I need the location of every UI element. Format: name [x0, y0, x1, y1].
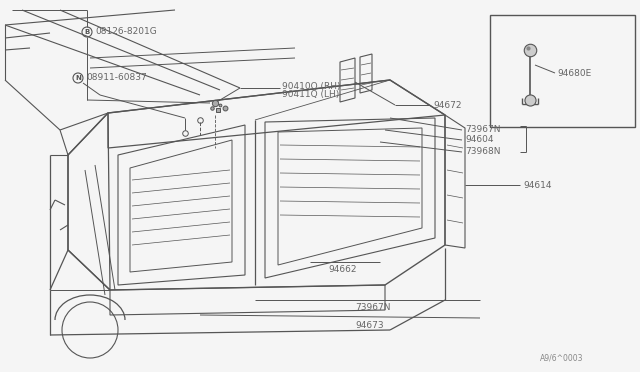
Text: 94672: 94672	[433, 100, 461, 109]
Text: 94673: 94673	[355, 321, 383, 330]
Text: B: B	[84, 29, 90, 35]
Text: 90410Q (RH): 90410Q (RH)	[282, 81, 340, 90]
Text: 73968N: 73968N	[465, 148, 500, 157]
Text: 94614: 94614	[523, 180, 552, 189]
Text: 73967N: 73967N	[465, 125, 500, 135]
Text: 08911-60837: 08911-60837	[86, 74, 147, 83]
Text: A9/6^0003: A9/6^0003	[540, 353, 584, 362]
Text: 90411Q (LH): 90411Q (LH)	[282, 90, 339, 99]
Text: 94662: 94662	[328, 266, 356, 275]
Bar	[490, 15, 635, 127]
Text: 94680E: 94680E	[557, 68, 591, 77]
Text: 08126-8201G: 08126-8201G	[95, 28, 157, 36]
Text: 73967N: 73967N	[355, 304, 390, 312]
Text: 94604: 94604	[465, 135, 493, 144]
Text: N: N	[75, 75, 81, 81]
